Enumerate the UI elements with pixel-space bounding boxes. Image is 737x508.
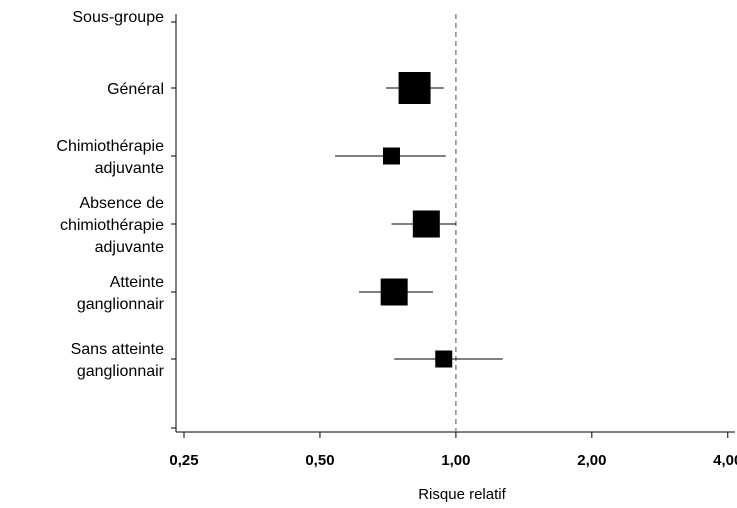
row-label: adjuvante — [95, 160, 164, 177]
x-tick-label: 1,00 — [441, 452, 470, 469]
row-label: Atteinte — [110, 274, 164, 291]
row-label: Chimiothérapie — [56, 138, 164, 155]
point-estimate-square — [382, 147, 400, 165]
row-label: adjuvante — [95, 239, 164, 256]
point-estimate-square — [435, 350, 453, 368]
x-tick-label: 0,50 — [305, 452, 334, 469]
row-label: Général — [107, 81, 164, 98]
column-header: Sous-groupe — [72, 9, 164, 26]
x-tick-label: 2,00 — [577, 452, 606, 469]
point-estimate-square — [412, 210, 440, 238]
x-axis-title: Risque relatif — [418, 486, 506, 503]
row-label: Sans atteinte — [71, 341, 165, 358]
x-tick-label: 4,00 — [713, 452, 737, 469]
row-label: ganglionnair — [77, 363, 165, 380]
row-label: Absence de — [79, 195, 164, 212]
row-label: chimiothérapie — [60, 217, 164, 234]
x-tick-label: 0,25 — [169, 452, 198, 469]
row-label: ganglionnair — [77, 296, 165, 313]
plot-marks — [335, 72, 503, 368]
axes: 0,25 0,50 1,00 2,00 4,00 Risque relatif — [169, 14, 737, 503]
row-labels: Sous-groupe Général Chimiothérapie adjuvant… — [56, 9, 164, 380]
point-estimate-square — [380, 278, 408, 306]
point-estimate-square — [398, 72, 431, 104]
